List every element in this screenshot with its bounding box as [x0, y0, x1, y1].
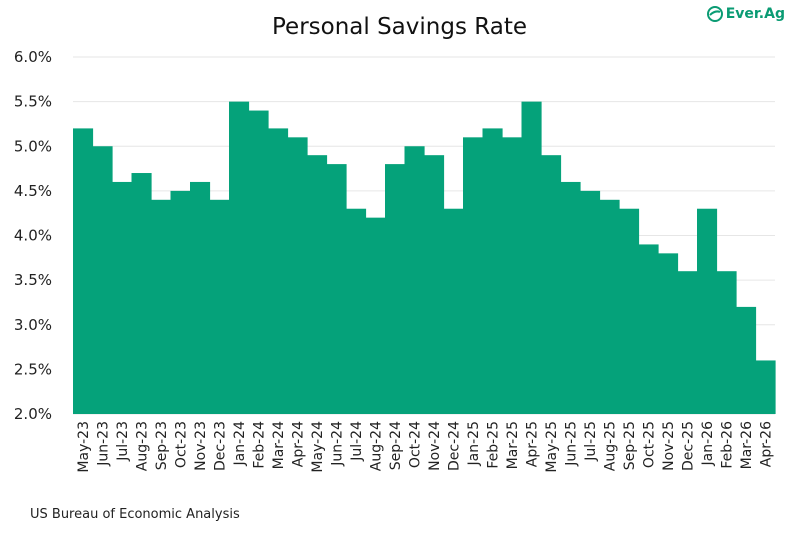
bar	[697, 208, 718, 414]
bar	[580, 190, 601, 414]
y-axis-ticks: 2.0% 2.5% 3.0% 3.5% 4.0% 4.5% 5.0% 5.5% 6.0%	[14, 48, 52, 423]
y-tick-label: 4.5%	[14, 182, 52, 200]
bar	[463, 137, 484, 414]
bar	[112, 181, 133, 414]
bar	[209, 199, 230, 414]
x-tick-label: Jun-24	[329, 421, 345, 467]
bar	[658, 253, 679, 414]
y-tick-label: 3.5%	[14, 271, 52, 289]
bar	[560, 181, 581, 414]
source-note: US Bureau of Economic Analysis	[30, 507, 240, 522]
bar	[385, 164, 406, 414]
x-tick-label: Jan-24	[232, 421, 248, 467]
bar	[190, 181, 211, 414]
x-tick-label: Nov-23	[193, 421, 209, 471]
bar	[521, 101, 542, 414]
x-tick-label: Apr-24	[290, 421, 306, 467]
x-axis-ticks: May-23 Jun-23 Jul-23 Aug-23 Sep-23 Oct-23 Nov-…	[76, 421, 775, 473]
x-tick-label: Jul-23	[115, 421, 131, 462]
x-tick-label: Sep-25	[622, 421, 638, 470]
y-tick-label: 3.0%	[14, 316, 52, 334]
bar	[716, 271, 737, 414]
x-tick-label: Aug-24	[368, 421, 384, 471]
x-tick-label: Mar-25	[505, 421, 521, 469]
bar	[619, 208, 640, 414]
bar	[365, 217, 386, 414]
x-tick-label: Mar-26	[739, 421, 755, 469]
leaf-icon	[706, 6, 723, 22]
y-tick-label: 2.0%	[14, 405, 52, 423]
bar	[755, 360, 776, 414]
x-tick-label: May-24	[310, 421, 326, 473]
bar	[638, 244, 659, 414]
y-tick-label: 6.0%	[14, 48, 52, 66]
bar	[736, 306, 757, 414]
x-tick-label: Jul-25	[583, 421, 599, 462]
bar	[151, 199, 172, 414]
bar	[326, 164, 347, 414]
y-tick-label: 2.5%	[14, 360, 52, 378]
bar	[287, 137, 308, 414]
x-tick-label: Feb-24	[251, 421, 267, 469]
x-tick-label: Nov-25	[661, 421, 677, 471]
y-tick-label: 5.0%	[14, 137, 52, 155]
bar	[73, 128, 94, 414]
bar	[268, 128, 289, 414]
x-tick-label: Jul-24	[349, 421, 365, 462]
x-tick-label: Feb-26	[719, 421, 735, 469]
x-tick-label: Oct-25	[641, 421, 657, 468]
x-tick-label: Oct-24	[407, 421, 423, 468]
x-tick-label: Nov-24	[427, 421, 443, 471]
x-tick-label: Apr-26	[758, 421, 774, 467]
x-tick-label: Feb-25	[485, 421, 501, 469]
bar	[404, 146, 425, 414]
brand-logo-text: Ever.Ag	[725, 6, 785, 22]
x-tick-label: Dec-23	[212, 421, 228, 471]
bar	[346, 208, 367, 414]
bar	[443, 208, 464, 414]
y-tick-label: 5.5%	[14, 93, 52, 111]
y-tick-label: 4.0%	[14, 227, 52, 245]
bar	[482, 128, 503, 414]
bar	[307, 155, 328, 415]
bar-series	[73, 101, 776, 415]
x-tick-label: Mar-24	[271, 421, 287, 469]
bar	[131, 173, 152, 414]
bar	[424, 155, 445, 415]
x-tick-label: Apr-25	[524, 421, 540, 467]
x-tick-label: Jan-25	[466, 421, 482, 466]
bar	[677, 271, 698, 414]
bar	[170, 190, 191, 414]
bar	[599, 199, 620, 414]
x-tick-label: Jun-25	[563, 421, 579, 467]
x-tick-label: Aug-25	[602, 421, 618, 471]
x-tick-label: Jun-23	[95, 421, 111, 467]
x-tick-label: Sep-24	[388, 421, 404, 470]
x-tick-label: Oct-23	[173, 421, 189, 468]
x-tick-label: Jan-26	[700, 421, 716, 467]
x-tick-label: May-25	[544, 421, 560, 473]
bar	[502, 137, 523, 414]
x-tick-label: May-23	[76, 421, 92, 473]
x-tick-label: Dec-24	[446, 421, 462, 471]
x-tick-label: Dec-25	[680, 421, 696, 471]
bar	[248, 110, 269, 415]
bar	[229, 101, 250, 414]
bar	[92, 146, 113, 414]
x-tick-label: Aug-23	[134, 421, 150, 471]
bar	[541, 155, 562, 415]
x-tick-label: Sep-23	[154, 421, 170, 470]
chart-title: Personal Savings Rate	[272, 14, 527, 40]
brand-logo: Ever.Ag	[706, 6, 785, 22]
